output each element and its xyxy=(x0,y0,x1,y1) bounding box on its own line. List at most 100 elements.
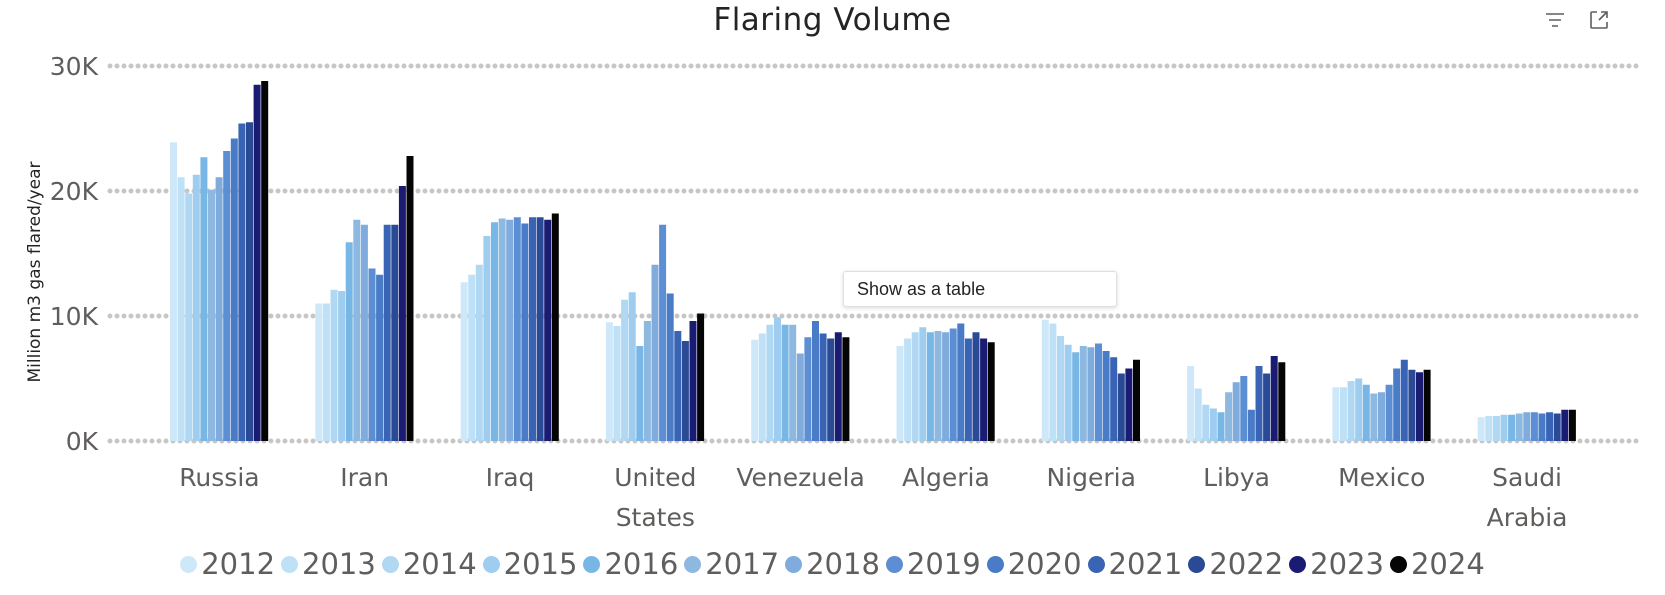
bar-2012[interactable] xyxy=(751,339,759,441)
bar-2022[interactable] xyxy=(827,338,835,442)
legend-item-2023[interactable]: 2023 xyxy=(1289,547,1384,581)
bar-2022[interactable] xyxy=(391,224,399,441)
bar-2012[interactable] xyxy=(605,322,613,441)
bar-2023[interactable] xyxy=(1416,372,1423,441)
bar-2020[interactable] xyxy=(376,274,384,441)
bar-2019[interactable] xyxy=(949,328,957,442)
bar-2018[interactable] xyxy=(942,332,950,441)
bar-2022[interactable] xyxy=(972,332,980,441)
bar-2018[interactable] xyxy=(1232,382,1240,441)
bar-2017[interactable] xyxy=(934,331,942,441)
bar-2017[interactable] xyxy=(1370,393,1378,442)
bar-2012[interactable] xyxy=(1187,366,1195,441)
bar-2023[interactable] xyxy=(834,332,842,441)
bar-2019[interactable] xyxy=(513,217,521,441)
bar-2015[interactable] xyxy=(1355,378,1363,442)
bar-2017[interactable] xyxy=(1225,392,1233,441)
legend-item-2021[interactable]: 2021 xyxy=(1087,547,1182,581)
bar-2013[interactable] xyxy=(177,177,185,441)
bar-2021[interactable] xyxy=(964,338,972,442)
bar-2022[interactable] xyxy=(536,217,544,441)
bar-2022[interactable] xyxy=(1408,369,1416,441)
bar-2020[interactable] xyxy=(1393,368,1401,442)
bar-2015[interactable] xyxy=(919,327,927,441)
bar-2019[interactable] xyxy=(1530,412,1538,441)
legend-item-2019[interactable]: 2019 xyxy=(885,547,981,581)
bar-2021[interactable] xyxy=(1546,412,1554,441)
bar-2018[interactable] xyxy=(506,219,514,441)
bar-2023[interactable] xyxy=(253,84,261,441)
bar-2013[interactable] xyxy=(1340,387,1347,441)
bar-2013[interactable] xyxy=(904,338,912,442)
bar-2020[interactable] xyxy=(1538,413,1546,442)
bar-2015[interactable] xyxy=(774,317,781,441)
bar-2024[interactable] xyxy=(1133,359,1140,441)
bar-2017[interactable] xyxy=(1515,413,1523,442)
bar-2016[interactable] xyxy=(200,157,208,441)
bar-2016[interactable] xyxy=(1508,414,1516,441)
bar-2020[interactable] xyxy=(230,138,238,442)
bar-2020[interactable] xyxy=(1102,351,1110,441)
legend-item-2017[interactable]: 2017 xyxy=(684,547,779,581)
legend-item-2024[interactable]: 2024 xyxy=(1389,547,1485,581)
bar-2013[interactable] xyxy=(468,274,476,441)
bar-2024[interactable] xyxy=(1423,369,1431,441)
legend-item-2022[interactable]: 2022 xyxy=(1188,547,1283,581)
bar-2016[interactable] xyxy=(1362,384,1370,441)
bar-2012[interactable] xyxy=(315,303,323,442)
bar-2023[interactable] xyxy=(398,186,406,441)
bar-2019[interactable] xyxy=(223,151,231,441)
bar-2013[interactable] xyxy=(758,333,766,442)
bar-2016[interactable] xyxy=(345,242,353,441)
bar-2012[interactable] xyxy=(170,142,177,441)
bar-2022[interactable] xyxy=(1263,373,1271,442)
bar-2015[interactable] xyxy=(1209,408,1217,442)
bar-2022[interactable] xyxy=(1553,413,1561,442)
bar-2014[interactable] xyxy=(185,193,193,442)
bar-2014[interactable] xyxy=(621,299,629,441)
bar-2019[interactable] xyxy=(1385,384,1393,441)
bar-2020[interactable] xyxy=(957,323,965,442)
bar-2019[interactable] xyxy=(804,337,812,441)
bar-2023[interactable] xyxy=(980,338,988,442)
bar-2021[interactable] xyxy=(674,331,682,441)
bar-2023[interactable] xyxy=(1125,368,1133,442)
bar-2013[interactable] xyxy=(613,326,621,441)
bar-2013[interactable] xyxy=(1194,388,1202,442)
bar-2018[interactable] xyxy=(215,177,223,441)
legend-item-2016[interactable]: 2016 xyxy=(583,547,678,581)
bar-2015[interactable] xyxy=(1500,414,1508,441)
bar-2024[interactable] xyxy=(842,337,850,441)
bar-2020[interactable] xyxy=(666,293,674,442)
bar-2017[interactable] xyxy=(208,189,215,441)
bar-2014[interactable] xyxy=(475,264,483,441)
bar-2021[interactable] xyxy=(238,123,246,442)
bar-2022[interactable] xyxy=(681,341,689,441)
focus-mode-icon[interactable] xyxy=(1587,8,1611,32)
legend-item-2012[interactable]: 2012 xyxy=(180,547,275,581)
bar-2022[interactable] xyxy=(246,122,253,441)
bar-2016[interactable] xyxy=(636,346,644,441)
bar-2021[interactable] xyxy=(1255,366,1263,441)
bar-2023[interactable] xyxy=(1561,409,1569,441)
bar-2024[interactable] xyxy=(987,342,995,441)
bar-2021[interactable] xyxy=(1110,357,1118,441)
bar-2023[interactable] xyxy=(689,321,697,441)
bar-2014[interactable] xyxy=(1202,404,1210,441)
bar-2020[interactable] xyxy=(812,321,819,441)
bar-2015[interactable] xyxy=(628,292,636,441)
bar-2015[interactable] xyxy=(192,174,200,441)
bar-2012[interactable] xyxy=(1041,319,1049,441)
bar-2017[interactable] xyxy=(789,324,797,441)
bar-2014[interactable] xyxy=(911,332,919,441)
bar-2019[interactable] xyxy=(659,224,667,441)
bar-2024[interactable] xyxy=(697,313,705,442)
bar-2012[interactable] xyxy=(1477,417,1485,441)
bar-2020[interactable] xyxy=(1247,409,1255,441)
bar-2016[interactable] xyxy=(491,222,498,441)
bar-2019[interactable] xyxy=(1095,343,1102,442)
bar-2021[interactable] xyxy=(383,224,391,441)
bar-2016[interactable] xyxy=(926,332,934,441)
bar-2024[interactable] xyxy=(551,213,559,442)
bar-2019[interactable] xyxy=(1240,376,1248,441)
